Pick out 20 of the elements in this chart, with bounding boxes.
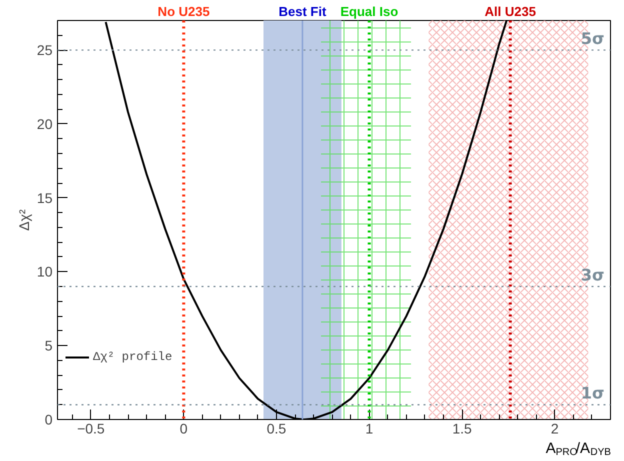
ref-line-label: Best Fit xyxy=(278,4,327,19)
y-tick-label: 20 xyxy=(36,116,53,132)
x-tick-label: 0.5 xyxy=(266,420,286,436)
y-tick-label: 25 xyxy=(36,42,53,58)
x-tick-label: 1 xyxy=(365,420,374,436)
y-tick-label: 15 xyxy=(36,190,53,206)
ref-line-label: Equal Iso xyxy=(340,4,398,19)
x-tick-label: 0 xyxy=(180,420,188,436)
ref-line-label: 1σ xyxy=(580,384,604,403)
legend-label: Δχ² profile xyxy=(93,350,172,364)
x-tick-label: 2 xyxy=(550,420,559,436)
y-tick-label: 5 xyxy=(44,338,53,354)
ref-line-label: 3σ xyxy=(580,266,604,284)
ref-line-label: All U235 xyxy=(484,4,536,19)
ref-line-label: 5σ xyxy=(580,29,604,48)
x-tick-label: −0.5 xyxy=(77,420,105,436)
y-tick-label: 10 xyxy=(36,264,53,280)
y-axis-title: Δχ² xyxy=(16,208,32,231)
x-tick-label: 1.5 xyxy=(452,420,472,436)
ref-line-label: No U235 xyxy=(158,4,210,19)
